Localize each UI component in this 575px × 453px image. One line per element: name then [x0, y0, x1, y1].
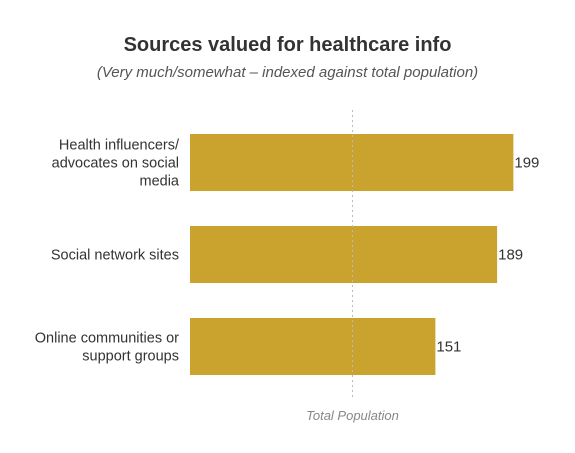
- value-label: 189: [498, 247, 523, 264]
- category-label: Online communities or support groups: [35, 331, 179, 365]
- category-label-line: advocates on social: [52, 156, 179, 172]
- bar: [190, 318, 436, 375]
- category-label-line: support groups: [82, 349, 179, 365]
- bar: [190, 134, 514, 191]
- category-label-line: media: [140, 174, 180, 190]
- value-label: 199: [514, 155, 539, 172]
- bar: [190, 226, 498, 283]
- value-label: 151: [436, 339, 461, 356]
- chart-title: Sources valued for healthcare info: [123, 34, 452, 56]
- category-label: Health influencers/advocates on social me…: [52, 138, 180, 190]
- reference-label: Total Population: [306, 408, 399, 423]
- category-label-line: Social network sites: [51, 248, 179, 264]
- category-label-line: Health influencers/: [59, 138, 180, 154]
- chart-subtitle: (Very much/somewhat – indexed against to…: [96, 64, 479, 81]
- category-label: Social network sites: [51, 248, 179, 264]
- category-label-line: Online communities or: [35, 331, 179, 347]
